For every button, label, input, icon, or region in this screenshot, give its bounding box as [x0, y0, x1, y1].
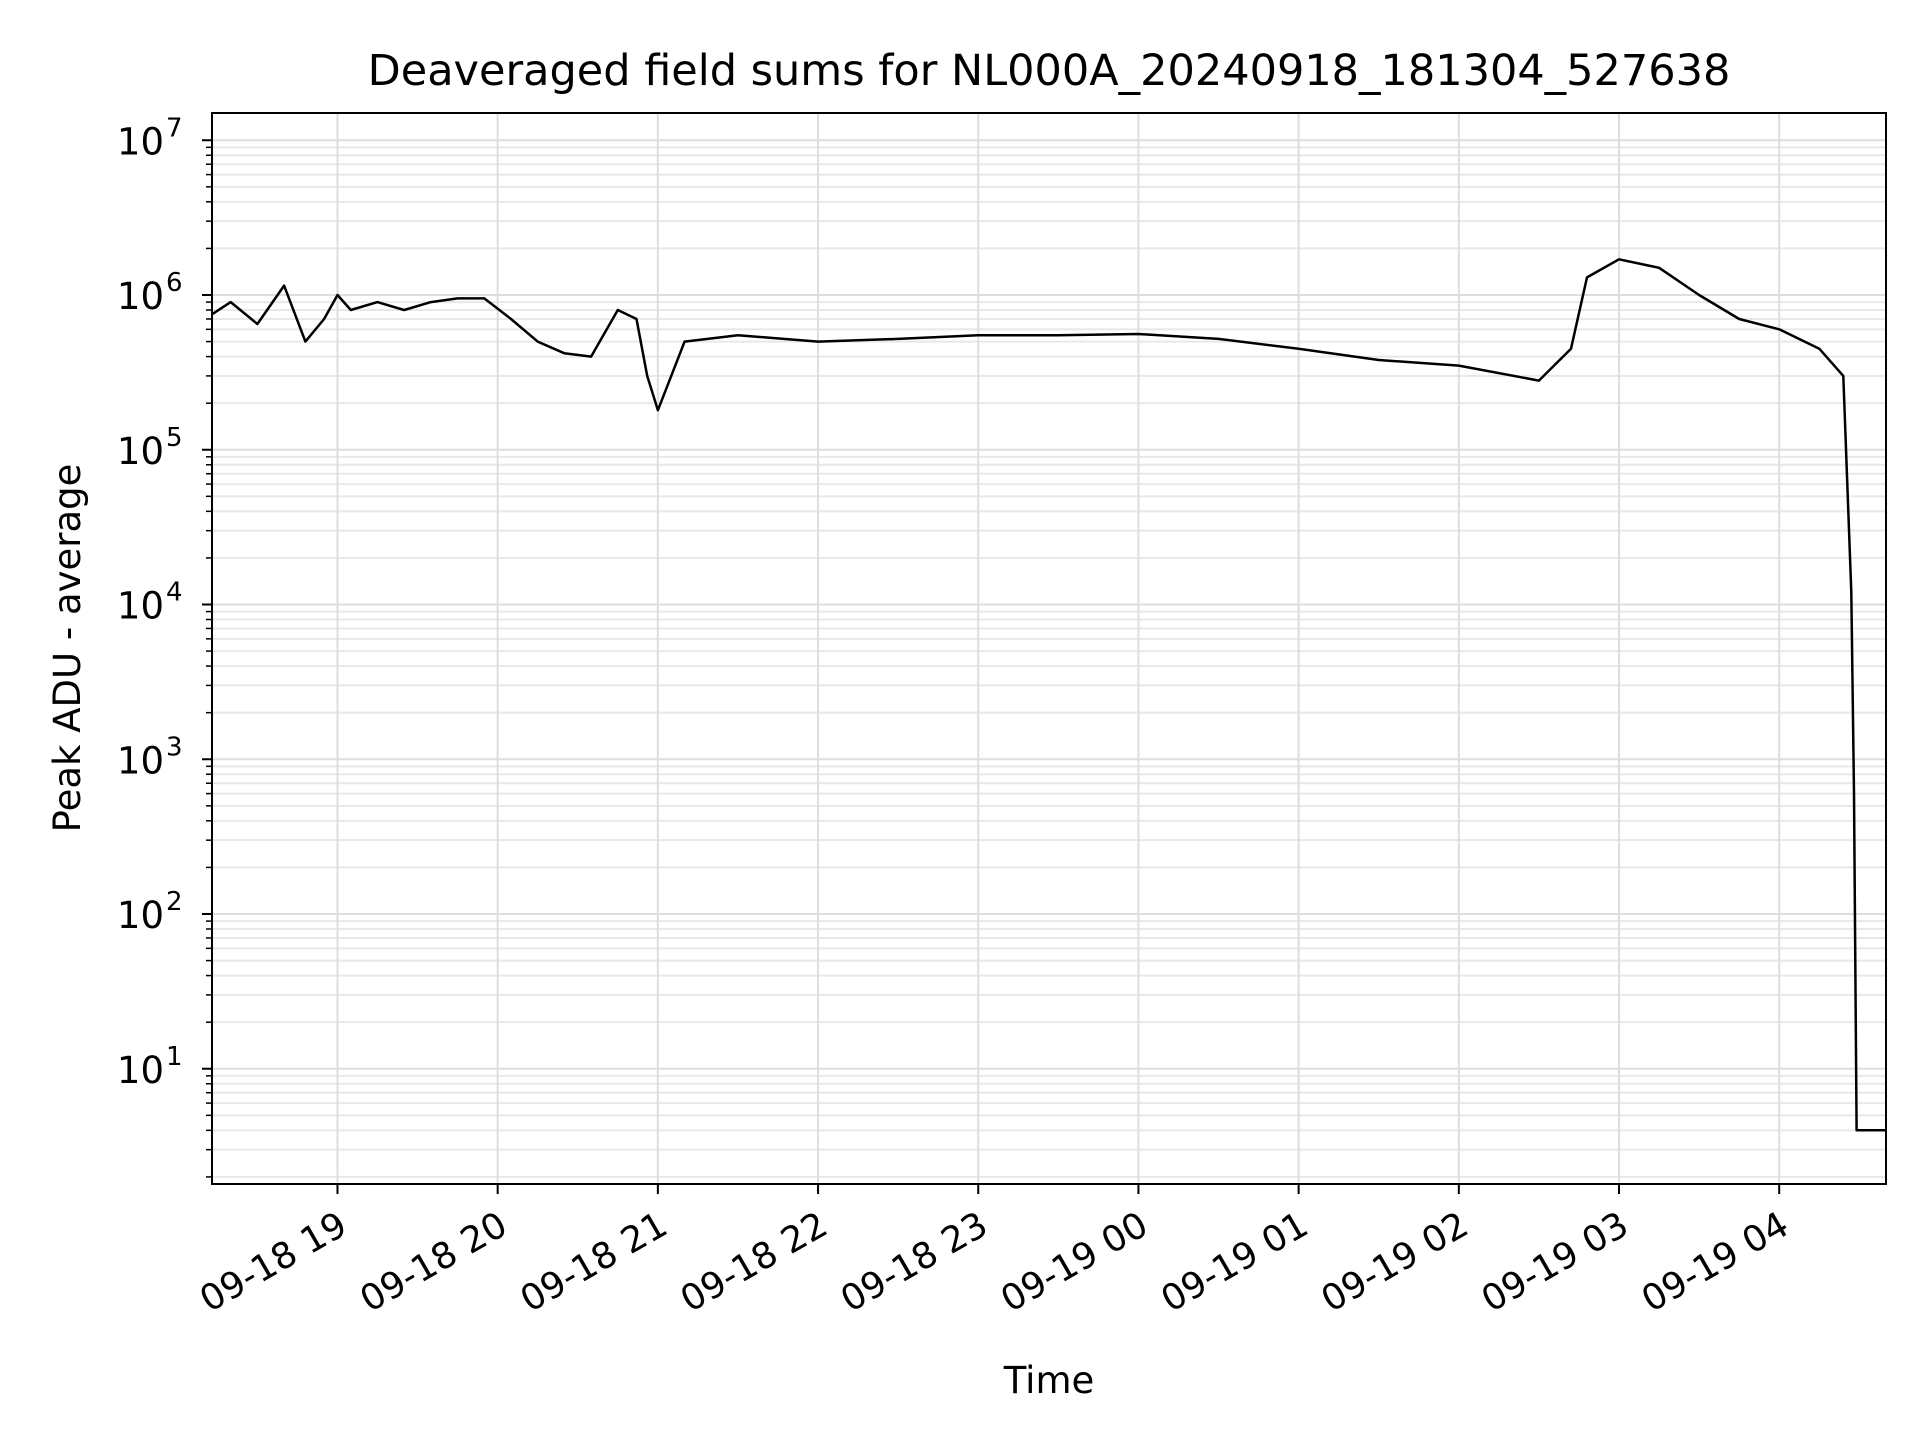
- y-tick-label-exponent: 3: [166, 732, 183, 762]
- y-tick-label-exponent: 5: [166, 423, 183, 453]
- y-tick-label: 10: [117, 585, 164, 628]
- x-axis-label: Time: [1003, 1359, 1095, 1402]
- y-tick-label: 10: [117, 430, 164, 473]
- y-tick-label-exponent: 2: [166, 887, 183, 917]
- y-axis-label: Peak ADU - average: [46, 464, 89, 833]
- grid-major: [212, 113, 1886, 1184]
- y-tick-label: 10: [117, 739, 164, 782]
- series-group: [211, 258, 1886, 1132]
- y-tick-label: 10: [117, 894, 164, 937]
- y-tick-label: 10: [117, 1049, 164, 1092]
- y-tick-label: 10: [117, 120, 164, 163]
- plot-frame: [211, 112, 1887, 1185]
- y-tick-label-exponent: 6: [166, 268, 183, 298]
- y-tick-label-exponent: 4: [166, 578, 183, 608]
- grid-minor: [212, 146, 1886, 1178]
- y-tick-label: 10: [117, 275, 164, 318]
- y-tick-label-exponent: 7: [166, 113, 183, 143]
- chart-title: Deaveraged field sums for NL000A_2024091…: [368, 46, 1731, 96]
- series-line: [211, 258, 1886, 1132]
- y-tick-label-exponent: 1: [166, 1042, 183, 1072]
